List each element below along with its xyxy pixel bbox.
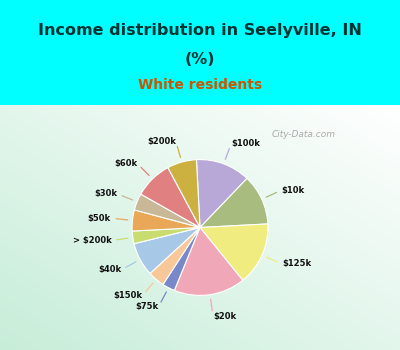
Wedge shape: [163, 228, 200, 290]
Wedge shape: [132, 228, 200, 244]
Wedge shape: [174, 228, 243, 295]
Wedge shape: [141, 168, 200, 228]
Text: $150k: $150k: [113, 292, 142, 301]
Text: $30k: $30k: [94, 189, 117, 198]
Text: $60k: $60k: [114, 159, 137, 168]
Text: $40k: $40k: [98, 265, 121, 274]
Wedge shape: [196, 160, 247, 228]
Wedge shape: [134, 194, 200, 228]
Text: $20k: $20k: [213, 312, 236, 321]
Text: $200k: $200k: [147, 136, 176, 146]
Wedge shape: [134, 228, 200, 273]
Text: $10k: $10k: [282, 186, 305, 195]
Text: $125k: $125k: [282, 259, 311, 268]
Text: > $200k: > $200k: [72, 236, 111, 245]
Text: Income distribution in Seelyville, IN: Income distribution in Seelyville, IN: [38, 23, 362, 38]
Wedge shape: [168, 160, 200, 228]
Wedge shape: [200, 224, 268, 280]
Wedge shape: [132, 210, 200, 231]
Text: White residents: White residents: [138, 78, 262, 92]
Text: $100k: $100k: [231, 139, 260, 148]
Wedge shape: [150, 228, 200, 285]
Text: $75k: $75k: [135, 302, 158, 312]
Text: $50k: $50k: [88, 214, 111, 223]
Text: City-Data.com: City-Data.com: [272, 130, 336, 139]
Wedge shape: [200, 178, 268, 228]
Text: (%): (%): [185, 52, 215, 68]
